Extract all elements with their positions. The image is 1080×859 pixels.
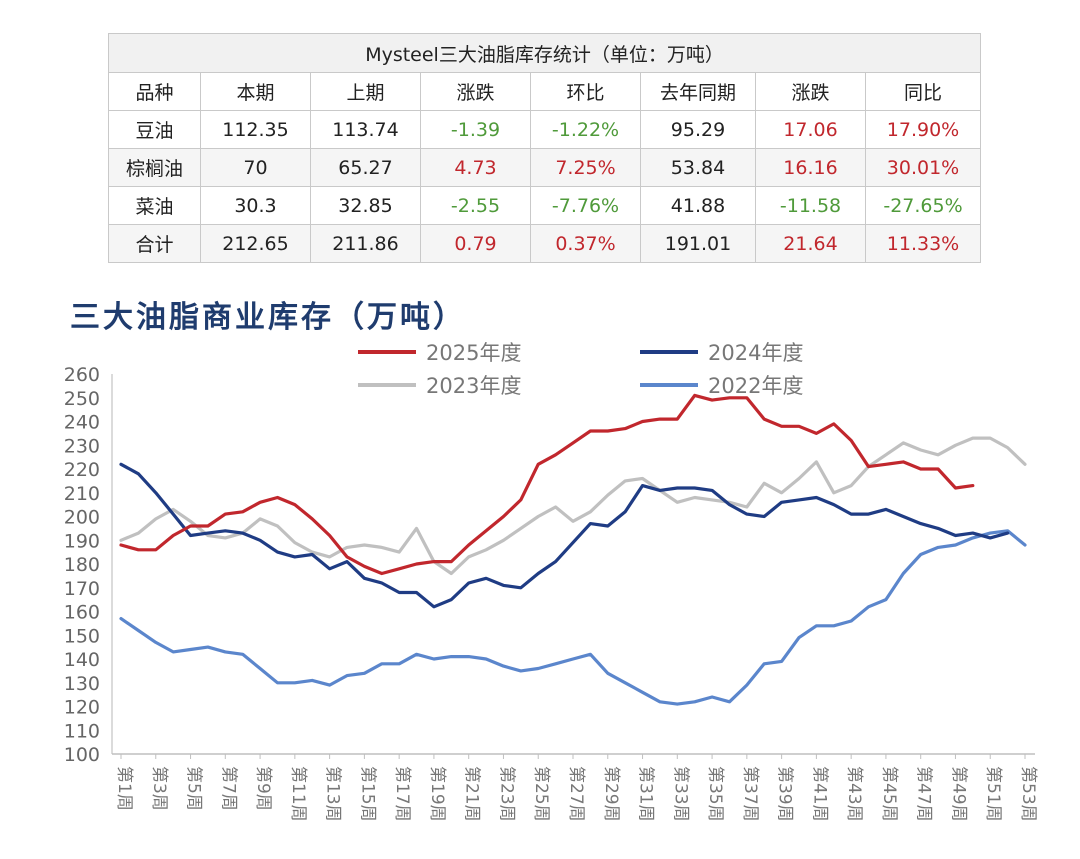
table-title-row: Mysteel三大油脂库存统计（单位：万吨）	[107, 33, 982, 73]
x-tick-label: 第17周	[392, 766, 412, 822]
x-tick-label: 第35周	[705, 766, 725, 822]
header-cell: 去年同期	[640, 72, 756, 111]
table-cell: 211.86	[310, 224, 421, 263]
x-tick-label: 第31周	[636, 766, 656, 822]
header-cell: 上期	[310, 72, 421, 111]
table-header-row: 品种 本期 上期 涨跌 环比 去年同期 涨跌 同比	[108, 72, 982, 111]
table-row: 合计 212.65 211.86 0.79 0.37% 191.01 21.64 11.33%	[108, 224, 982, 263]
table-cell: 113.74	[310, 110, 421, 149]
x-tick-label: 第1周	[114, 766, 134, 811]
legend-label-1: 2024年度	[708, 341, 803, 365]
y-tick-label: 180	[64, 554, 100, 576]
x-tick-label: 第27周	[566, 766, 586, 822]
legend-label-0: 2025年度	[426, 341, 521, 365]
series-line-1	[119, 462, 1010, 609]
table-cell: 16.16	[755, 148, 866, 187]
x-tick-label: 第53周	[1018, 766, 1038, 822]
table-cell: 11.33%	[864, 224, 982, 263]
legend-label-3: 2022年度	[708, 374, 803, 398]
table-cell: -1.22%	[530, 110, 641, 149]
y-tick-label: 260	[64, 364, 100, 386]
x-tick-label: 第11周	[288, 766, 308, 822]
x-tick-label: 第15周	[357, 766, 377, 822]
y-tick-label: 240	[64, 412, 100, 434]
table-cell: 17.90%	[864, 110, 982, 149]
y-tick-label: 200	[64, 507, 100, 529]
table-cell: 0.37%	[530, 224, 641, 263]
table-cell: 41.88	[640, 186, 756, 225]
x-tick-label: 第47周	[914, 766, 934, 822]
x-tick-label: 第29周	[601, 766, 621, 822]
x-tick-label: 第3周	[149, 766, 169, 811]
y-tick-label: 140	[64, 649, 100, 671]
x-tick-label: 第41周	[809, 766, 829, 822]
table-title: Mysteel三大油脂库存统计（单位：万吨）	[107, 33, 982, 73]
table-row: 豆油 112.35 113.74 -1.39 -1.22% 95.29 17.06 17.90…	[108, 110, 982, 149]
y-tick-label: 110	[64, 720, 100, 742]
y-tick-label: 120	[64, 697, 100, 719]
x-tick-label: 第51周	[983, 766, 1003, 822]
x-tick-label: 第9周	[253, 766, 273, 811]
y-tick-label: 170	[64, 578, 100, 600]
y-tick-label: 230	[64, 435, 100, 457]
y-tick-label: 100	[64, 744, 100, 766]
y-tick-label: 160	[64, 602, 100, 624]
table-cell: 17.06	[755, 110, 866, 149]
x-tick-label: 第43周	[844, 766, 864, 822]
table-cell: -11.58	[755, 186, 866, 225]
header-cell: 涨跌	[755, 72, 866, 111]
x-tick-label: 第19周	[427, 766, 447, 822]
series-line-2	[119, 436, 1027, 576]
table-cell: 70	[200, 148, 311, 187]
table-cell: 21.64	[755, 224, 866, 263]
series-line-3	[119, 529, 1027, 706]
table-cell: 0.79	[420, 224, 531, 263]
y-tick-label: 210	[64, 483, 100, 505]
x-tick-label: 第7周	[218, 766, 238, 811]
y-tick-label: 150	[64, 625, 100, 647]
series-line-0	[119, 393, 975, 576]
legend-label-2: 2023年度	[426, 374, 521, 398]
table-cell: -27.65%	[864, 186, 982, 225]
y-tick-label: 220	[64, 459, 100, 481]
table-cell: 212.65	[200, 224, 311, 263]
x-tick-label: 第21周	[462, 766, 482, 822]
table-cell: -1.39	[420, 110, 531, 149]
y-tick-label: 190	[64, 530, 100, 552]
header-cell: 同比	[864, 72, 982, 111]
table-cell: 65.27	[310, 148, 421, 187]
x-tick-label: 第5周	[184, 766, 204, 811]
y-tick-label: 130	[64, 673, 100, 695]
header-cell: 涨跌	[420, 72, 531, 111]
table-cell: 191.01	[640, 224, 756, 263]
y-tick-label: 250	[64, 388, 100, 410]
row-label-cell: 合计	[108, 224, 201, 263]
row-label-cell: 菜油	[108, 186, 201, 225]
table-cell: 7.25%	[530, 148, 641, 187]
inventory-table: Mysteel三大油脂库存统计（单位：万吨） 品种 本期 上期 涨跌 环比 去年…	[107, 33, 982, 263]
table-cell: 30.3	[200, 186, 311, 225]
x-tick-label: 第33周	[670, 766, 690, 822]
x-tick-label: 第13周	[323, 766, 343, 822]
chart-title: 三大油脂商业库存（万吨）	[70, 300, 466, 335]
row-label-cell: 豆油	[108, 110, 201, 149]
table-row: 菜油 30.3 32.85 -2.55 -7.76% 41.88 -11.58 -27.65%	[108, 186, 982, 225]
x-tick-label: 第37周	[740, 766, 760, 822]
table-cell: 4.73	[420, 148, 531, 187]
x-tick-label: 第23周	[496, 766, 516, 822]
header-cell: 环比	[530, 72, 641, 111]
inventory-table-container: Mysteel三大油脂库存统计（单位：万吨） 品种 本期 上期 涨跌 环比 去年…	[107, 33, 982, 263]
x-tick-label: 第39周	[775, 766, 795, 822]
x-tick-label: 第49周	[948, 766, 968, 822]
x-tick-label: 第25周	[531, 766, 551, 822]
x-tick-label: 第45周	[879, 766, 899, 822]
